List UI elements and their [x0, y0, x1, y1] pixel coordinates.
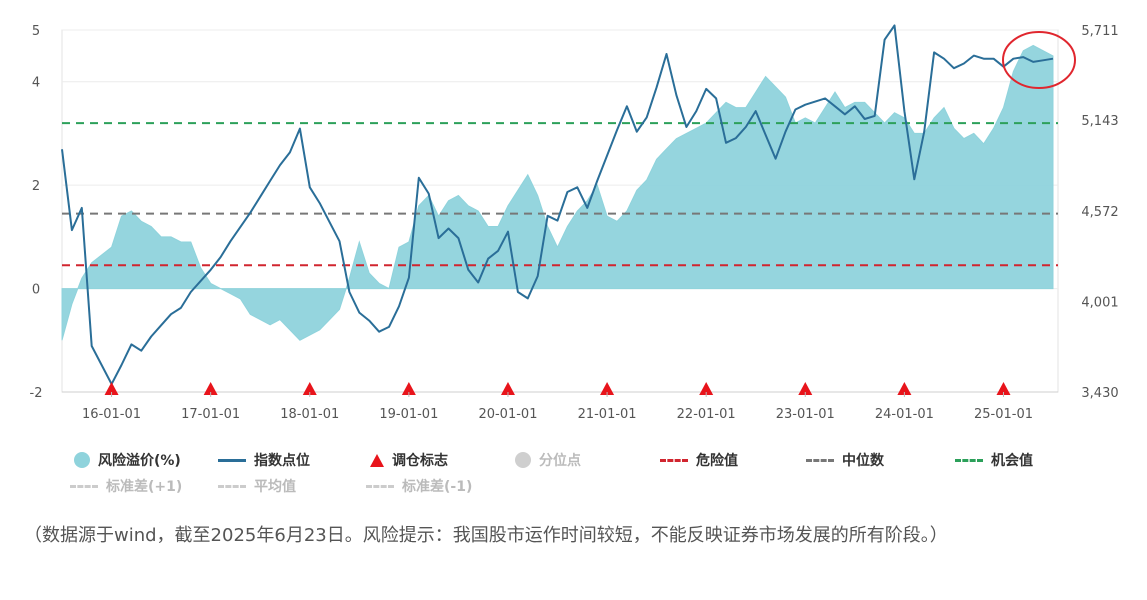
rebalance-marker	[996, 382, 1011, 395]
legend-item-percentile[interactable]: 分位点	[515, 450, 581, 470]
x-tick-label: 18-01-01	[280, 407, 339, 422]
legend-item-danger[interactable]: 危险值	[660, 450, 738, 470]
legend-swatch-dash	[70, 484, 98, 488]
legend-item-rebalance[interactable]: 调仓标志	[370, 450, 448, 470]
legend-swatch-dash	[660, 458, 688, 462]
axis-ticks: 16-01-01 17-01-01 18-01-01 19-01-01 20-01-01…	[30, 24, 1119, 422]
legend-swatch-dash	[218, 484, 246, 488]
y-right-tick-label: 5,143	[1081, 114, 1118, 129]
x-tick-label: 17-01-01	[181, 407, 240, 422]
legend-label: 指数点位	[254, 453, 310, 469]
rebalance-marker	[401, 382, 416, 395]
x-tick-label: 25-01-01	[974, 407, 1033, 422]
legend-label: 中位数	[842, 453, 884, 469]
x-tick-label: 20-01-01	[478, 407, 537, 422]
x-tick-label: 23-01-01	[776, 407, 835, 422]
index-line-path	[61, 24, 1054, 386]
y-right-tick-label: 4,001	[1081, 295, 1118, 310]
x-tick-label: 19-01-01	[379, 407, 438, 422]
rebalance-marker	[798, 382, 813, 395]
rebalance-marker	[203, 382, 218, 395]
legend-label: 危险值	[696, 453, 738, 469]
legend-item-index[interactable]: 指数点位	[218, 450, 310, 470]
source-note: （数据源于wind，截至2025年6月23日。风险提示：我国股市运作时间较短，不…	[24, 525, 948, 546]
x-tick-label: 24-01-01	[875, 407, 934, 422]
rebalance-marker	[600, 382, 615, 395]
x-tick-label: 16-01-01	[82, 407, 141, 422]
rebalance-marker	[302, 382, 317, 395]
rebalance-marker	[500, 382, 515, 395]
legend-label: 标准差(-1)	[402, 479, 473, 495]
legend: 风险溢价(%) 指数点位 调仓标志 分位点 危险值 中位数 机会值 标准差(+1…	[0, 446, 1100, 506]
legend-item-opportunity[interactable]: 机会值	[955, 450, 1033, 470]
y-left-tick-label: 0	[32, 283, 40, 298]
x-tick-label: 22-01-01	[677, 407, 736, 422]
legend-item-std-plus[interactable]: 标准差(+1)	[70, 476, 182, 496]
legend-swatch-dash	[806, 458, 834, 462]
y-left-tick-label: -2	[30, 386, 43, 401]
y-left-tick-label: 5	[32, 24, 40, 39]
y-right-tick-label: 4,572	[1081, 205, 1118, 220]
triangle-icon	[370, 453, 384, 467]
rebalance-marker	[699, 382, 714, 395]
legend-label: 风险溢价(%)	[98, 453, 181, 469]
legend-item-mean[interactable]: 平均值	[218, 476, 296, 496]
y-right-tick-label: 5,711	[1081, 24, 1118, 39]
rebalance-markers	[104, 382, 1011, 395]
legend-swatch-dash	[366, 484, 394, 488]
x-tick-label: 21-01-01	[578, 407, 637, 422]
legend-label: 机会值	[991, 453, 1033, 469]
index-line	[61, 24, 1054, 386]
legend-label: 平均值	[254, 479, 296, 495]
rebalance-marker	[104, 382, 119, 395]
highlight-circle	[1002, 31, 1076, 89]
legend-item-median[interactable]: 中位数	[806, 450, 884, 470]
risk-premium-chart: 16-01-01 17-01-01 18-01-01 19-01-01 20-01-01…	[30, 24, 1119, 422]
legend-item-risk-premium[interactable]: 风险溢价(%)	[74, 450, 181, 470]
legend-label: 标准差(+1)	[106, 479, 183, 495]
y-right-tick-label: 3,430	[1081, 386, 1118, 401]
y-left-tick-label: 4	[32, 76, 40, 91]
legend-label: 分位点	[539, 453, 581, 469]
legend-swatch-dash	[955, 458, 983, 462]
legend-swatch-area	[74, 452, 90, 468]
legend-label: 调仓标志	[392, 453, 448, 469]
legend-swatch-circle	[515, 452, 531, 468]
rebalance-marker	[897, 382, 912, 395]
y-left-tick-label: 2	[32, 179, 40, 194]
legend-swatch-line	[218, 458, 246, 462]
legend-item-std-minus[interactable]: 标准差(-1)	[366, 476, 472, 496]
